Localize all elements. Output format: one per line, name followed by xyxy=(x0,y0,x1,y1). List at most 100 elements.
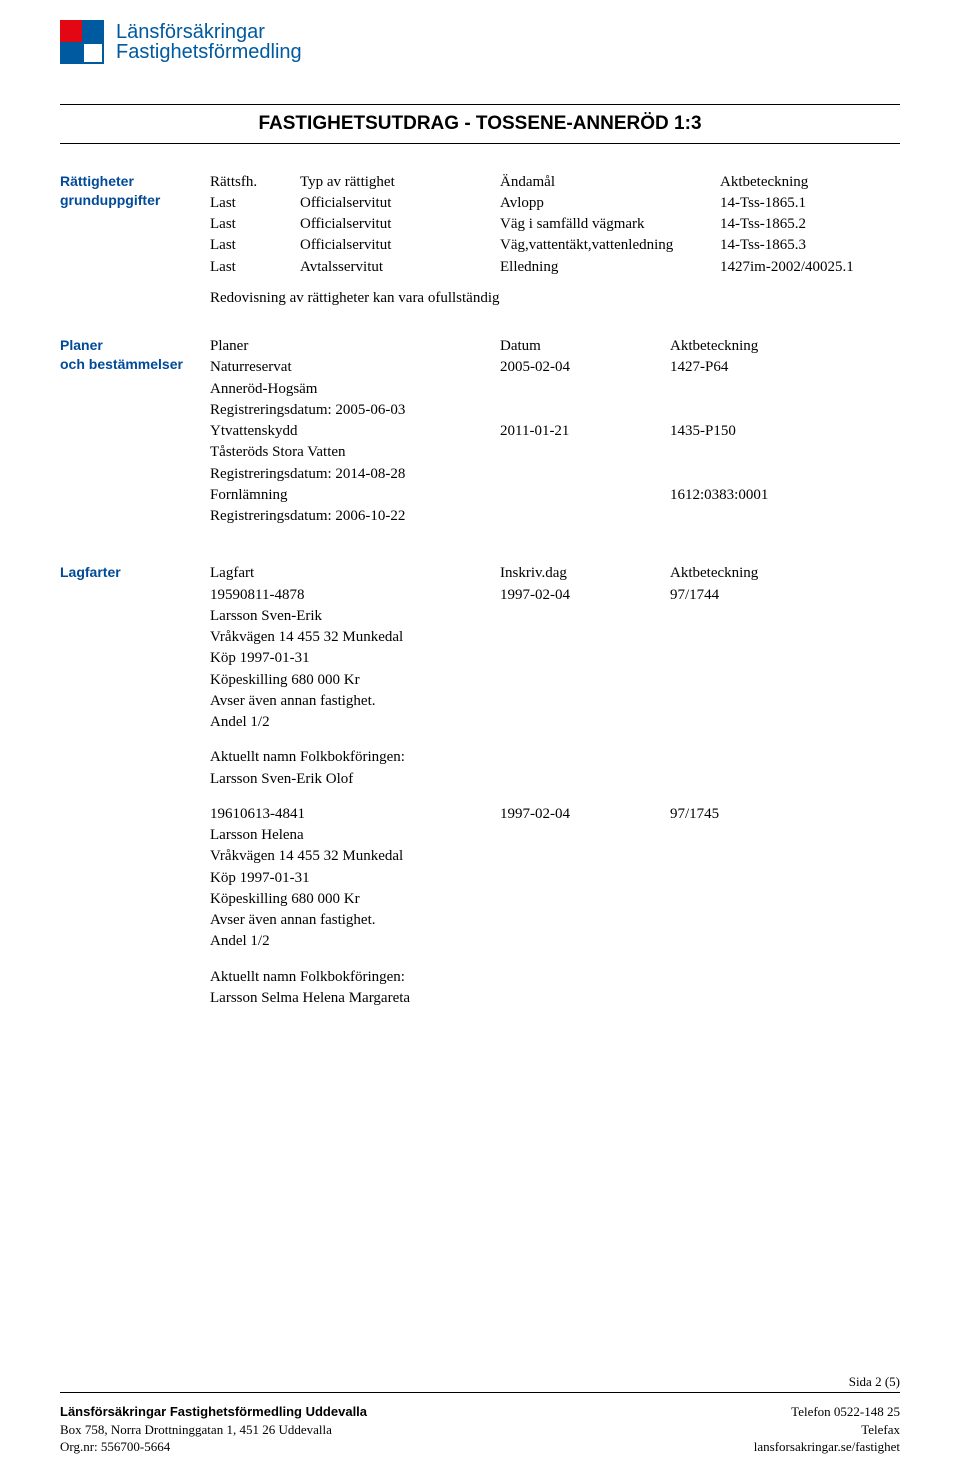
table-subrow: Andel 1/2 xyxy=(210,931,900,952)
footer-web: lansforsakringar.se/fastighet xyxy=(754,1438,900,1456)
cell: Larsson Selma Helena Margareta xyxy=(210,988,900,1009)
cell: Anneröd-Hogsäm xyxy=(210,379,900,400)
cell: 1997-02-04 xyxy=(500,585,670,606)
table-subrow: Larsson Helena xyxy=(210,825,900,846)
label-lagfarter: Lagfarter xyxy=(60,563,210,582)
cell: 2011-01-21 xyxy=(500,421,670,442)
cell: 97/1745 xyxy=(670,804,900,825)
cell: Officialservitut xyxy=(300,214,500,235)
table-subrow: Registreringsdatum: 2005-06-03 xyxy=(210,400,900,421)
cell: Last xyxy=(210,235,300,256)
cell: Ytvattenskydd xyxy=(210,421,500,442)
cell: 1435-P150 xyxy=(670,421,900,442)
label-planer: Planer xyxy=(60,336,210,355)
table-subrow: Avser även annan fastighet. xyxy=(210,691,900,712)
table-subrow: Avser även annan fastighet. xyxy=(210,910,900,931)
table-subrow: Vråkvägen 14 455 32 Munkedal xyxy=(210,846,900,867)
cell: Larsson Sven-Erik xyxy=(210,606,900,627)
rattigheter-note: Redovisning av rättigheter kan vara oful… xyxy=(210,288,900,308)
cell: Naturreservat xyxy=(210,357,500,378)
table-rattigheter: Rättsfh. Typ av rättighet Ändamål Aktbet… xyxy=(210,172,900,278)
table-lagfarter: Lagfart Inskriv.dag Aktbeteckning 195908… xyxy=(210,563,900,1009)
cell: Andel 1/2 xyxy=(210,712,900,733)
footer-company: Länsförsäkringar Fastighetsförmedling Ud… xyxy=(60,1403,367,1421)
th-planer: Planer xyxy=(210,336,500,357)
cell: Last xyxy=(210,214,300,235)
cell: Avlopp xyxy=(500,193,720,214)
table-subrow: Andel 1/2 xyxy=(210,712,900,733)
cell: Aktuellt namn Folkbokföringen: xyxy=(210,967,900,988)
cell: 14-Tss-1865.2 xyxy=(720,214,900,235)
footer-fax: Telefax xyxy=(754,1421,900,1439)
table-row: Fornlämning 1612:0383:0001 xyxy=(210,485,900,506)
table-row: Last Officialservitut Väg i samfälld väg… xyxy=(210,214,900,235)
table-header-row: Planer Datum Aktbeteckning xyxy=(210,336,900,357)
table-subrow: Köpeskilling 680 000 Kr xyxy=(210,889,900,910)
table-row: Naturreservat 2005-02-04 1427-P64 xyxy=(210,357,900,378)
footer: Sida 2 (5) Länsförsäkringar Fastighetsfö… xyxy=(60,1373,900,1456)
table-subrow: Köp 1997-01-31 xyxy=(210,868,900,889)
label-bestammelser: och bestämmelser xyxy=(60,355,210,374)
table-row: Ytvattenskydd 2011-01-21 1435-P150 xyxy=(210,421,900,442)
table-subrow: Aktuellt namn Folkbokföringen: xyxy=(210,747,900,768)
cell: Last xyxy=(210,193,300,214)
cell: Köp 1997-01-31 xyxy=(210,648,900,669)
cell: Väg,vattentäkt,vattenledning xyxy=(500,235,720,256)
cell: Avser även annan fastighet. xyxy=(210,910,900,931)
page-title: FASTIGHETSUTDRAG - TOSSENE-ANNERÖD 1:3 xyxy=(60,104,900,144)
th-inskriv: Inskriv.dag xyxy=(500,563,670,584)
cell: Andel 1/2 xyxy=(210,931,900,952)
table-subrow: Vråkvägen 14 455 32 Munkedal xyxy=(210,627,900,648)
th-akt: Aktbeteckning xyxy=(670,336,900,357)
cell: 19590811-4878 xyxy=(210,585,500,606)
table-header-row: Rättsfh. Typ av rättighet Ändamål Aktbet… xyxy=(210,172,900,193)
cell: Elledning xyxy=(500,257,720,278)
logo-text: Länsförsäkringar Fastighetsförmedling xyxy=(116,22,302,62)
cell: Larsson Helena xyxy=(210,825,900,846)
table-row: Last Officialservitut Väg,vattentäkt,vat… xyxy=(210,235,900,256)
cell: Tåsteröds Stora Vatten xyxy=(210,442,900,463)
table-row: 19610613-4841 1997-02-04 97/1745 xyxy=(210,804,900,825)
logo-line1: Länsförsäkringar xyxy=(116,22,302,42)
cell xyxy=(500,485,670,506)
table-planer: Planer Datum Aktbeteckning Naturreservat… xyxy=(210,336,900,527)
section-lagfarter: Lagfarter Lagfart Inskriv.dag Aktbeteckn… xyxy=(60,563,900,1009)
cell: 2005-02-04 xyxy=(500,357,670,378)
footer-orgnr: Org.nr: 556700-5664 xyxy=(60,1438,367,1456)
cell: 97/1744 xyxy=(670,585,900,606)
cell: Larsson Sven-Erik Olof xyxy=(210,769,900,790)
cell: Avser även annan fastighet. xyxy=(210,691,900,712)
th-rattsfh: Rättsfh. xyxy=(210,172,300,193)
cell: Last xyxy=(210,257,300,278)
cell: Registreringsdatum: 2005-06-03 xyxy=(210,400,900,421)
section-planer: Planer och bestämmelser Planer Datum Akt… xyxy=(60,336,900,527)
th-akt: Aktbeteckning xyxy=(720,172,900,193)
logo-mark xyxy=(60,20,104,64)
footer-tel: Telefon 0522-148 25 xyxy=(754,1403,900,1421)
table-row: 19590811-4878 1997-02-04 97/1744 xyxy=(210,585,900,606)
th-lagfart: Lagfart xyxy=(210,563,500,584)
cell: Väg i samfälld vägmark xyxy=(500,214,720,235)
cell: Registreringsdatum: 2014-08-28 xyxy=(210,464,900,485)
table-row: Last Avtalsservitut Elledning 1427im-200… xyxy=(210,257,900,278)
cell: Registreringsdatum: 2006-10-22 xyxy=(210,506,900,527)
th-typ: Typ av rättighet xyxy=(300,172,500,193)
th-andamal: Ändamål xyxy=(500,172,720,193)
cell: Köp 1997-01-31 xyxy=(210,868,900,889)
table-subrow: Larsson Sven-Erik xyxy=(210,606,900,627)
table-subrow: Köpeskilling 680 000 Kr xyxy=(210,670,900,691)
logo: Länsförsäkringar Fastighetsförmedling xyxy=(60,20,900,64)
cell: 1427im-2002/40025.1 xyxy=(720,257,900,278)
cell: Köpeskilling 680 000 Kr xyxy=(210,889,900,910)
cell: 1997-02-04 xyxy=(500,804,670,825)
table-subrow: Registreringsdatum: 2006-10-22 xyxy=(210,506,900,527)
page-number: Sida 2 (5) xyxy=(60,1373,900,1394)
cell: Officialservitut xyxy=(300,235,500,256)
table-subrow: Tåsteröds Stora Vatten xyxy=(210,442,900,463)
cell: Avtalsservitut xyxy=(300,257,500,278)
logo-line2: Fastighetsförmedling xyxy=(116,42,302,62)
table-subrow: Larsson Sven-Erik Olof xyxy=(210,769,900,790)
cell: 1427-P64 xyxy=(670,357,900,378)
label-grunduppgifter: grunduppgifter xyxy=(60,191,210,210)
cell: Vråkvägen 14 455 32 Munkedal xyxy=(210,846,900,867)
